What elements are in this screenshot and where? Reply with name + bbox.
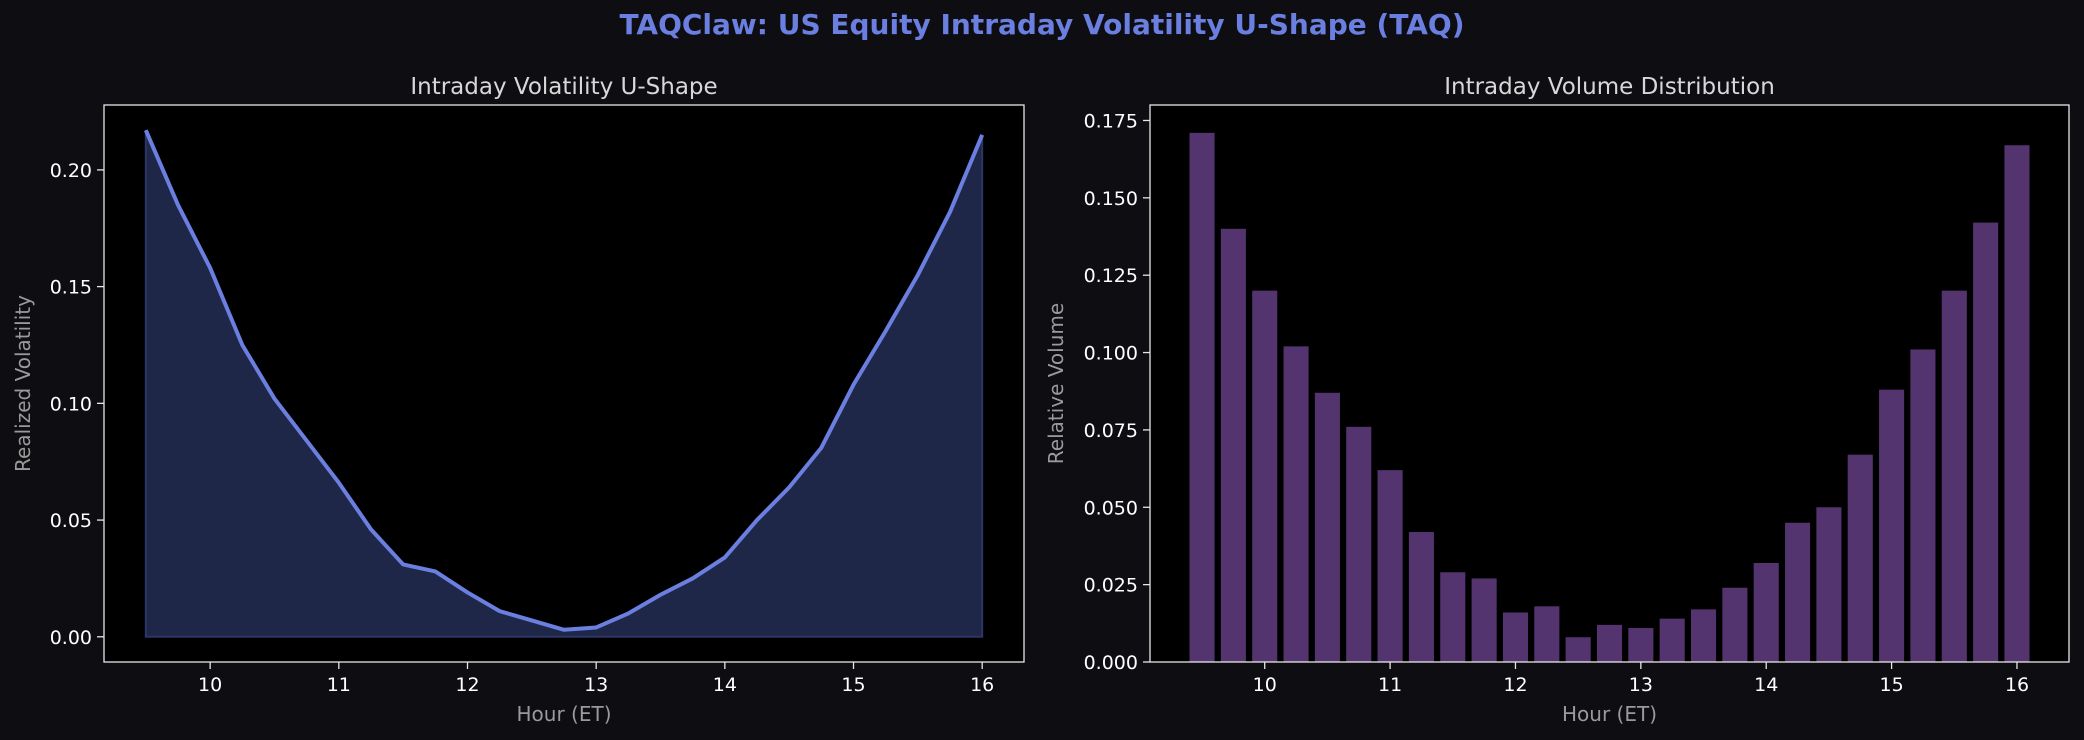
volume-bar (1408, 532, 1434, 662)
volume-bar (1220, 228, 1246, 662)
y-axis-label: Realized Volatility (11, 295, 35, 472)
x-tick-label: 13 (584, 674, 608, 696)
x-tick-label: 14 (713, 674, 737, 696)
x-axis-label: Hour (ET) (1562, 702, 1657, 726)
x-tick-label: 10 (1253, 674, 1277, 696)
x-tick-label: 14 (1754, 674, 1778, 696)
volume-bar (2004, 145, 2030, 662)
axes-frame (103, 104, 1025, 663)
x-tick-label: 12 (1503, 674, 1527, 696)
x-axis-label: Hour (ET) (517, 702, 612, 726)
y-tick-label: 0.150 (1084, 188, 1138, 210)
volume-bar (1252, 290, 1278, 662)
volume-panel: 10 11 12 13 14 15 16 0.000 0.025 0.050 0.075 0.100 0… (1044, 74, 2070, 726)
y-axis-label: Relative Volume (1044, 303, 1068, 464)
panel-title: Intraday Volatility U-Shape (410, 74, 717, 100)
volume-bar (1283, 346, 1309, 662)
volume-bar (1502, 612, 1529, 662)
volume-bar (1910, 349, 1936, 662)
volume-bar (1471, 578, 1497, 662)
x-tick-label: 10 (198, 674, 222, 696)
volume-bar (1659, 618, 1685, 662)
volume-bar (1753, 562, 1779, 662)
axes-frame (1149, 104, 2070, 663)
y-tick-label: 0.10 (50, 393, 92, 415)
x-tick-label: 15 (1880, 674, 1904, 696)
y-tick-label: 0.125 (1084, 265, 1138, 287)
volume-bar (1879, 389, 1905, 662)
x-tick-label: 16 (2005, 674, 2029, 696)
volume-bar (1377, 470, 1403, 662)
y-tick-label: 0.05 (50, 510, 92, 532)
volume-bar (1847, 454, 1873, 662)
volume-bar (1690, 609, 1717, 662)
x-tick-label: 16 (970, 674, 994, 696)
volume-bar (1596, 624, 1623, 662)
volume-bar (1628, 627, 1654, 662)
x-tick-label: 15 (841, 674, 865, 696)
x-tick-label: 12 (455, 674, 479, 696)
volume-bar (1785, 522, 1811, 662)
volume-bar (1189, 132, 1215, 663)
volume-bar (1816, 507, 1842, 662)
volume-bar (1973, 222, 1999, 663)
volume-bar (1346, 426, 1372, 662)
y-tick-label: 0.025 (1084, 575, 1138, 597)
volume-bar (1314, 392, 1340, 662)
figure-suptitle: TAQClaw: US Equity Intraday Volatility U… (619, 8, 1465, 41)
x-tick-label: 11 (327, 674, 351, 696)
volume-bar (1565, 637, 1591, 662)
y-tick-label: 0.100 (1084, 343, 1138, 365)
volume-bar (1534, 606, 1560, 662)
volatility-panel: 10 11 12 13 14 15 16 0.00 0.05 0.10 0.15 0.20 Intrad… (11, 74, 1025, 726)
volume-bar (1941, 290, 1967, 662)
panel-title: Intraday Volume Distribution (1444, 74, 1775, 100)
y-tick-label: 0.00 (50, 627, 92, 649)
y-tick-label: 0.15 (50, 277, 92, 299)
y-tick-label: 0.000 (1084, 652, 1138, 674)
volume-bar (1440, 572, 1466, 662)
y-tick-label: 0.050 (1084, 497, 1138, 519)
y-tick-label: 0.175 (1084, 110, 1138, 132)
y-tick-label: 0.075 (1084, 420, 1138, 442)
x-tick-label: 11 (1378, 674, 1402, 696)
y-tick-label: 0.20 (50, 160, 92, 182)
volume-bar (1722, 587, 1748, 662)
x-tick-label: 13 (1629, 674, 1653, 696)
